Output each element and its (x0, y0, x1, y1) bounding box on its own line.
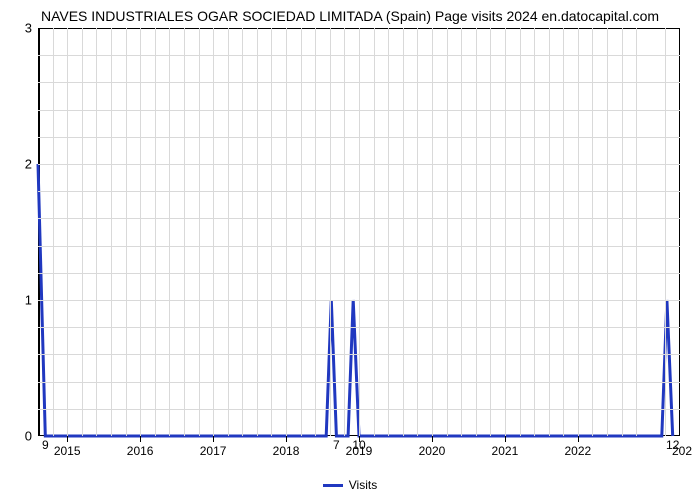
y-tick-label: 0 (14, 429, 32, 444)
grid-line-vertical-minor (534, 28, 535, 436)
grid-line-vertical-minor (447, 28, 448, 436)
grid-line-vertical (578, 28, 579, 436)
data-point-label: 7 (333, 438, 340, 452)
grid-line-vertical-minor (607, 28, 608, 436)
grid-line-vertical-minor (155, 28, 156, 436)
grid-line-vertical-minor (53, 28, 54, 436)
x-tick-mark (140, 436, 141, 442)
grid-line-vertical-minor (315, 28, 316, 436)
y-tick-label: 2 (14, 157, 32, 172)
x-tick-label: 2018 (273, 444, 300, 458)
grid-line-vertical-minor (549, 28, 550, 436)
grid-line-vertical-minor (490, 28, 491, 436)
grid-line-vertical-minor (417, 28, 418, 436)
grid-line-vertical-minor (257, 28, 258, 436)
grid-line-vertical-minor (374, 28, 375, 436)
grid-line-vertical-minor (271, 28, 272, 436)
x-tick-label: 2015 (54, 444, 81, 458)
x-tick-label: 2021 (492, 444, 519, 458)
x-tick-mark (286, 436, 287, 442)
x-tick-label: 2020 (419, 444, 446, 458)
x-tick-mark (578, 436, 579, 442)
x-tick-mark (67, 436, 68, 442)
grid-line-vertical-minor (461, 28, 462, 436)
grid-line-vertical-minor (126, 28, 127, 436)
grid-line-vertical (213, 28, 214, 436)
y-tick-label: 1 (14, 293, 32, 308)
grid-line-vertical (432, 28, 433, 436)
data-point-label: 10 (352, 438, 365, 452)
x-tick-label: 2016 (127, 444, 154, 458)
grid-line-vertical-minor (330, 28, 331, 436)
legend: Visits (0, 478, 700, 492)
x-tick-label: 2017 (200, 444, 227, 458)
grid-line-vertical-minor (111, 28, 112, 436)
grid-line-vertical-minor (636, 28, 637, 436)
grid-line-vertical-minor (184, 28, 185, 436)
grid-line-vertical-minor (169, 28, 170, 436)
grid-line-vertical (67, 28, 68, 436)
grid-line-vertical-minor (563, 28, 564, 436)
grid-line-vertical-minor (520, 28, 521, 436)
chart-title: NAVES INDUSTRIALES OGAR SOCIEDAD LIMITAD… (0, 8, 700, 24)
grid-line-vertical (140, 28, 141, 436)
grid-line-vertical-minor (96, 28, 97, 436)
data-point-label: 12 (666, 438, 679, 452)
grid-line-vertical-minor (344, 28, 345, 436)
x-tick-label: 2022 (565, 444, 592, 458)
y-tick-label: 3 (14, 21, 32, 36)
grid-line-vertical (505, 28, 506, 436)
legend-swatch (323, 484, 343, 487)
grid-line-vertical-minor (622, 28, 623, 436)
legend-label: Visits (349, 478, 377, 492)
data-point-label: 9 (42, 438, 49, 452)
x-tick-mark (432, 436, 433, 442)
x-tick-mark (505, 436, 506, 442)
grid-line-vertical-minor (301, 28, 302, 436)
grid-line-vertical (359, 28, 360, 436)
grid-line-vertical-minor (592, 28, 593, 436)
grid-line-vertical (286, 28, 287, 436)
grid-line-vertical-minor (228, 28, 229, 436)
grid-line-vertical-minor (82, 28, 83, 436)
plot-area (38, 28, 680, 436)
grid-line-vertical-minor (242, 28, 243, 436)
x-tick-mark (213, 436, 214, 442)
grid-line-vertical-minor (388, 28, 389, 436)
grid-line-vertical-minor (403, 28, 404, 436)
grid-line-vertical-minor (476, 28, 477, 436)
grid-line-vertical-minor (665, 28, 666, 436)
grid-line-vertical-minor (199, 28, 200, 436)
